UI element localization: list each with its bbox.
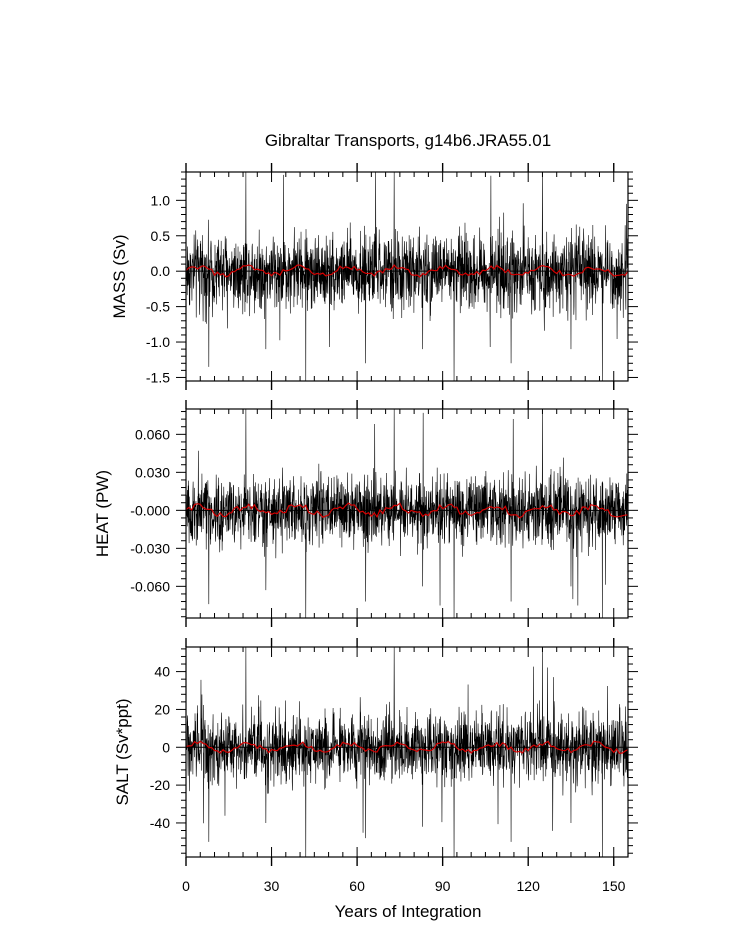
panel-3: -40 -20 0 20 40 SALT (Sv*ppt) 0 30 60 90 120 150 [113, 638, 638, 894]
y-tick-label: 0.5 [151, 228, 171, 244]
y-tick-label: -20 [150, 777, 170, 793]
x-tick-label: 30 [264, 878, 280, 894]
x-tick-label: 90 [435, 878, 451, 894]
y-tick-label: 20 [154, 701, 170, 717]
y-tick-label: 40 [154, 664, 170, 680]
plot-frame [185, 646, 629, 858]
y-tick-label: -0.5 [146, 299, 170, 315]
series-monthly [186, 172, 628, 381]
x-tick-label: 0 [182, 878, 190, 894]
y-axis-label: SALT (Sv*ppt) [113, 698, 132, 805]
y-tick-label: 1.0 [151, 192, 171, 208]
y-tick-label: 0 [162, 739, 170, 755]
x-axis-label: Years of Integration [335, 902, 482, 921]
x-tick-label: 120 [517, 878, 541, 894]
x-tick-label: 60 [349, 878, 365, 894]
series-monthly [186, 409, 628, 618]
y-tick-label: -0.000 [130, 502, 170, 518]
plot-frame [185, 408, 629, 619]
y-axis-label: HEAT (PW) [93, 470, 112, 557]
series-annual [186, 264, 628, 278]
y-tick-label: -1.5 [146, 369, 170, 385]
plot-frame [185, 171, 629, 382]
y-tick-label: -1.0 [146, 334, 170, 350]
y-tick-label: -0.030 [130, 540, 170, 556]
y-tick-label: 0.060 [135, 426, 170, 442]
panel-2: -0.060 -0.030 -0.000 0.030 0.060 HEAT (PW) [93, 400, 638, 627]
panel-1: -1.5 -1.0 -0.5 0.0 0.5 1.0 MASS (Sv) [110, 163, 638, 390]
y-tick-label: -0.060 [130, 578, 170, 594]
chart-title: Gibraltar Transports, g14b6.JRA55.01 [265, 131, 551, 150]
x-tick-label: 150 [602, 878, 626, 894]
series-annual [186, 502, 628, 519]
y-axis-label: MASS (Sv) [110, 234, 129, 318]
y-tick-label: -40 [150, 815, 170, 831]
y-tick-label: 0.030 [135, 464, 170, 480]
series-monthly [186, 647, 628, 857]
y-tick-label: 0.0 [151, 263, 171, 279]
series-annual [186, 740, 628, 755]
